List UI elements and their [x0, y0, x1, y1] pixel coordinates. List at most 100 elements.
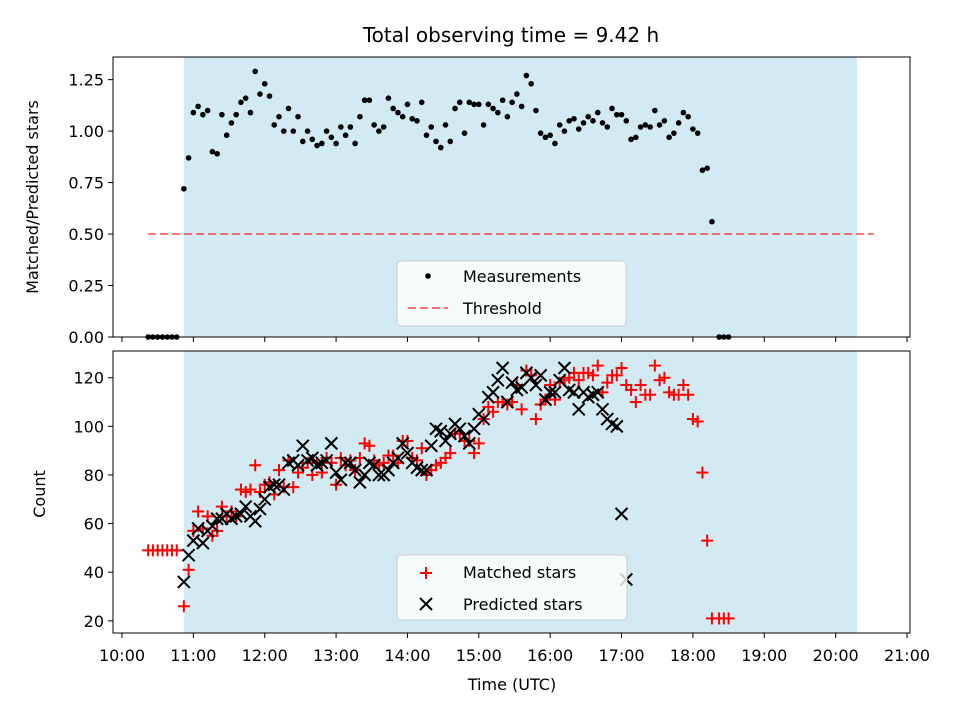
measurement-point: [461, 130, 468, 136]
x-tick-label: 11:00: [170, 646, 216, 665]
measurement-point: [566, 118, 573, 124]
predicted-star-point: [462, 436, 477, 451]
predicted-star-point: [381, 463, 396, 477]
bottom-x-ticks: 10:00 11:00 12:00 13:00 14:00 15:00 16:00 17:00…: [99, 633, 930, 665]
bottom-y-axis-label: Count: [30, 470, 49, 518]
x-tick-label: 14:00: [384, 646, 430, 665]
predicted-star-point: [391, 451, 405, 465]
measurement-point: [347, 124, 354, 130]
top-plot-frame: [112, 56, 911, 338]
matched-star-point: [529, 413, 542, 426]
legend-marker-measurements: [425, 273, 431, 279]
predicted-star-point: [419, 463, 434, 477]
predicted-star-point: [476, 412, 491, 426]
measurement-point: [247, 109, 254, 116]
bottom-y-ticks: 20 40 60 80 100 120: [73, 369, 113, 631]
measurement-point: [428, 124, 435, 130]
measurement-point: [456, 99, 463, 106]
matched-star-point: [625, 383, 638, 396]
predicted-star-point: [372, 468, 386, 482]
predicted-star-point: [277, 482, 291, 497]
predicted-star-point: [205, 519, 220, 533]
measurement-point: [666, 134, 672, 141]
matched-star-point: [696, 466, 709, 479]
predicted-star-point: [353, 475, 367, 489]
measurement-point: [338, 124, 344, 130]
measurement-point: [352, 140, 358, 147]
top-y-tick-label: 0.00: [68, 328, 104, 347]
predicted-star-point: [181, 548, 196, 562]
measurement-point: [371, 122, 377, 128]
measurement-point: [399, 113, 406, 120]
matched-star-point: [192, 505, 205, 518]
measurement-point: [314, 142, 320, 149]
x-tick-label: 12:00: [242, 646, 288, 665]
measurement-point: [309, 136, 316, 143]
predicted-star-point: [591, 385, 605, 400]
measurement-point: [476, 101, 482, 108]
measurement-point: [437, 144, 444, 151]
matched-star-point: [587, 369, 599, 382]
measurement-point: [495, 109, 501, 116]
matched-star-point: [658, 371, 671, 384]
predicted-star-point: [348, 463, 362, 477]
measurement-point: [580, 120, 587, 126]
measurement-point: [323, 128, 330, 134]
predicted-star-point: [538, 392, 553, 407]
predicted-star-point: [529, 378, 543, 392]
top-y-tick-label: 1.25: [68, 71, 104, 90]
x-tick-label: 15:00: [456, 646, 502, 665]
measurement-point: [238, 99, 244, 106]
predicted-star-point: [610, 419, 624, 434]
matched-star-point: [629, 396, 642, 409]
measurement-point: [590, 118, 596, 124]
measurement-point: [409, 115, 416, 122]
measurement-point: [637, 124, 644, 130]
measurement-point: [504, 113, 511, 120]
matched-star-point: [377, 456, 390, 469]
top-y-tick-label: 1.00: [68, 122, 104, 141]
measurement-point: [423, 132, 430, 139]
matched-star-point: [634, 379, 647, 392]
measurement-point: [214, 150, 220, 157]
matched-star-point: [249, 459, 262, 472]
measurement-point: [571, 115, 577, 122]
matched-star-point: [601, 376, 614, 389]
bottom-y-tick-label: 100: [73, 417, 104, 436]
measurement-point: [528, 80, 534, 87]
bottom-y-tick-label: 20: [84, 612, 104, 631]
measurement-point: [328, 134, 335, 141]
predicted-star-point: [453, 422, 467, 436]
matched-star-point: [572, 374, 585, 387]
matched-star-point: [187, 524, 200, 537]
top-panel: 0.00 0.25 0.50 0.75 1.00 1.25 Total observing…: [23, 23, 911, 347]
x-tick-label: 13:00: [313, 646, 359, 665]
bottom-y-tick-label: 120: [73, 369, 104, 388]
measurement-point: [699, 167, 706, 174]
measurement-point: [671, 130, 677, 136]
predicted-star-point: [395, 436, 410, 451]
measurement-point: [685, 113, 691, 120]
measurement-point: [295, 113, 301, 120]
measurement-point: [204, 107, 211, 114]
measurement-point: [433, 138, 439, 145]
predicted-star-point: [248, 514, 262, 528]
measurement-point: [485, 101, 492, 108]
bottom-y-tick-label: 80: [84, 466, 104, 485]
predicted-star-point: [567, 385, 581, 400]
predicted-star-point: [572, 402, 586, 417]
matched-star-point: [215, 500, 228, 513]
legend-label-matched: Matched stars: [463, 563, 576, 582]
bottom-legend: Matched stars Predicted stars: [396, 554, 628, 621]
matched-star-point: [691, 415, 704, 428]
measurement-point: [609, 105, 615, 112]
measurement-point: [533, 107, 539, 114]
measurement-point: [642, 122, 649, 128]
predicted-star-point: [258, 492, 272, 507]
measurement-point: [613, 111, 620, 118]
legend-label-predicted: Predicted stars: [463, 595, 583, 614]
measurement-point: [290, 128, 297, 134]
matched-star-point: [722, 612, 735, 625]
x-tick-label: 10:00: [99, 646, 145, 665]
measurement-point: [604, 124, 611, 130]
